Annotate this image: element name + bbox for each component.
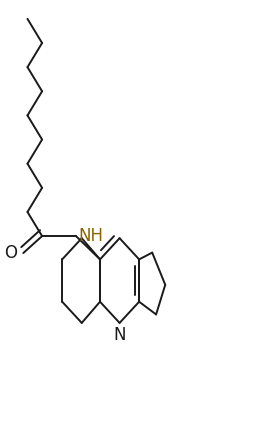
Text: O: O [4, 244, 17, 262]
Text: NH: NH [78, 227, 103, 245]
Text: N: N [113, 326, 126, 344]
